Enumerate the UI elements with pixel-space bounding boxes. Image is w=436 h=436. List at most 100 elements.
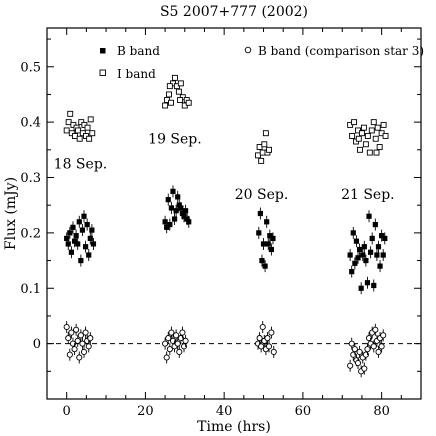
i-band-point	[380, 121, 387, 128]
i-band-point	[175, 88, 182, 95]
b-band-point	[268, 246, 274, 253]
axes-frame	[46, 27, 422, 400]
i-band-point	[86, 135, 93, 142]
i-band-point	[258, 157, 265, 164]
i-band-point	[171, 74, 178, 81]
legend-marker-b-band	[100, 48, 106, 54]
b-band-point	[363, 257, 369, 264]
chart-title: S5 2007+777 (2002)	[160, 4, 308, 20]
i-band-point	[261, 141, 268, 148]
b-band-point	[181, 213, 187, 219]
comparison-star-point	[63, 323, 70, 331]
comparison-star-point	[174, 340, 181, 347]
comparison-star-point	[264, 335, 271, 342]
b-band-point	[67, 230, 73, 236]
b-band-point	[165, 197, 171, 203]
b-band-point	[264, 219, 270, 225]
series-i-band	[63, 74, 389, 164]
b-band-point	[70, 224, 76, 230]
i-band-point	[368, 127, 375, 134]
legend-label-comparison-star: B band (comparison star 3)	[258, 44, 424, 58]
i-band-point	[255, 152, 261, 159]
i-band-point	[185, 99, 192, 106]
b-band-point	[347, 252, 353, 258]
x-tick-label: 40	[216, 404, 233, 419]
i-band-point	[360, 124, 367, 131]
b-band-point	[355, 255, 361, 261]
comparison-star-point	[76, 354, 83, 361]
i-band-point	[382, 133, 389, 139]
b-band-point	[65, 241, 71, 247]
data-points	[63, 74, 389, 378]
y-tick-label: 0.4	[20, 116, 41, 131]
comparison-star-point	[348, 340, 355, 347]
b-band-point	[184, 216, 190, 222]
b-band-point	[375, 244, 382, 250]
b-band-point	[374, 252, 380, 258]
b-band-point	[170, 188, 176, 194]
x-tick-label: 20	[137, 404, 154, 419]
comparison-star-point	[361, 365, 368, 372]
b-band-point	[358, 285, 364, 291]
comparison-star-point	[74, 337, 81, 344]
comparison-star-point	[265, 343, 273, 350]
i-band-point	[72, 133, 78, 139]
b-band-point	[84, 221, 90, 228]
b-band-point	[262, 263, 268, 269]
b-band-point	[372, 221, 378, 228]
b-band-point	[361, 244, 367, 250]
i-band-point	[166, 83, 173, 90]
b-band-point	[371, 282, 377, 289]
b-band-point	[352, 260, 358, 266]
comparison-star-point	[82, 329, 89, 336]
i-band-point	[262, 130, 269, 137]
x-tick-label: 80	[373, 404, 390, 419]
i-band-point	[373, 149, 380, 156]
i-band-point	[76, 135, 83, 142]
i-band-point	[364, 133, 371, 139]
i-band-point	[256, 144, 263, 151]
b-band-point	[75, 241, 81, 247]
day-label: 21 Sep.	[341, 187, 395, 203]
b-band-point	[267, 233, 273, 239]
b-band-point	[178, 205, 184, 211]
i-band-point	[259, 149, 266, 156]
b-band-point	[79, 227, 86, 233]
comparison-star-point	[375, 348, 382, 355]
b-band-point	[257, 210, 263, 217]
comparison-star-point	[65, 335, 72, 342]
x-axis-title: Time (hrs)	[197, 419, 271, 435]
b-band-point	[73, 233, 79, 239]
comparison-star-point	[380, 332, 387, 339]
b-band-point	[82, 244, 89, 250]
comparison-star-point	[372, 326, 379, 333]
b-band-point	[87, 235, 93, 242]
y-tick-label: 0	[33, 337, 41, 352]
b-band-point	[78, 257, 84, 264]
b-band-point	[182, 208, 189, 214]
y-tick-label: 0.3	[20, 171, 41, 186]
comparison-star-point	[259, 323, 266, 331]
chart-labels: 0 20 40 60 80 0 0.1 0.2 0.3 0.4 0.5 18 Sep. 19 Sep. 2…	[3, 4, 395, 435]
b-band-point	[171, 216, 178, 222]
i-band-point	[349, 133, 356, 139]
comparison-star-point	[66, 351, 73, 358]
b-band-point	[265, 241, 271, 247]
comparison-star-point	[378, 343, 385, 350]
comparison-star-point	[79, 340, 86, 347]
comparison-star-point	[356, 348, 363, 355]
b-band-point	[369, 235, 375, 242]
i-band-point	[351, 119, 358, 126]
b-band-point	[76, 219, 82, 225]
i-band-point	[357, 146, 363, 153]
comparison-star-point	[77, 332, 84, 339]
comparison-star-point	[163, 354, 170, 361]
comparison-star-point	[268, 329, 275, 336]
legend-label-i-band: I band	[117, 67, 156, 81]
comparison-star-point	[258, 343, 265, 350]
comparison-star-point	[73, 326, 80, 333]
plot-frame	[46, 27, 422, 400]
i-band-point	[65, 119, 72, 126]
